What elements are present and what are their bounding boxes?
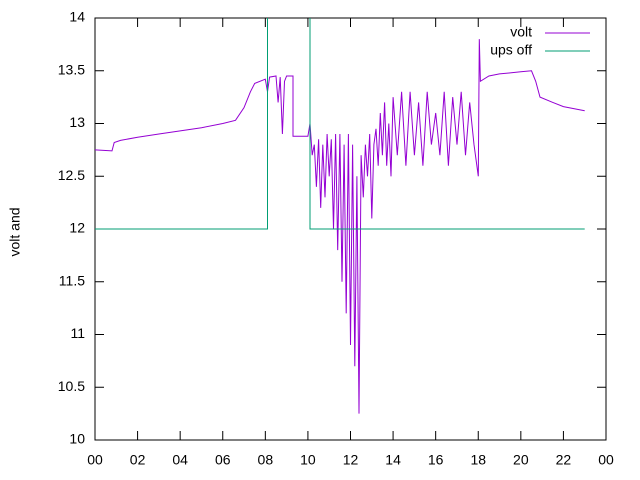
x-tick-label: 08 [258,452,274,468]
x-tick-label: 12 [343,452,359,468]
x-tick-label: 22 [556,452,572,468]
series-line [95,39,585,414]
x-tick-label: 14 [385,452,401,468]
x-tick-label: 06 [215,452,231,468]
x-tick-label: 02 [130,452,146,468]
x-tick-label: 00 [598,452,614,468]
legend-label: volt [510,24,532,40]
x-tick-label: 16 [428,452,444,468]
y-tick-label: 11 [70,325,85,341]
x-tick-label: 10 [300,452,316,468]
y-tick-label: 13 [69,114,85,130]
x-tick-label: 18 [470,452,486,468]
y-tick-label: 11.5 [59,272,85,288]
y-tick-label: 12.5 [58,167,85,183]
legend-label: ups off [490,42,532,58]
y-tick-label: 12 [69,220,85,236]
x-tick-label: 20 [513,452,529,468]
y-axis-label: volt and [7,207,23,256]
y-tick-label: 13.5 [58,61,85,77]
y-tick-label: 10 [69,431,85,447]
x-tick-label: 00 [87,452,103,468]
y-tick-label: 10.5 [58,378,85,394]
x-tick-label: 04 [172,452,188,468]
y-tick-label: 14 [69,9,85,25]
series-line [95,18,585,230]
